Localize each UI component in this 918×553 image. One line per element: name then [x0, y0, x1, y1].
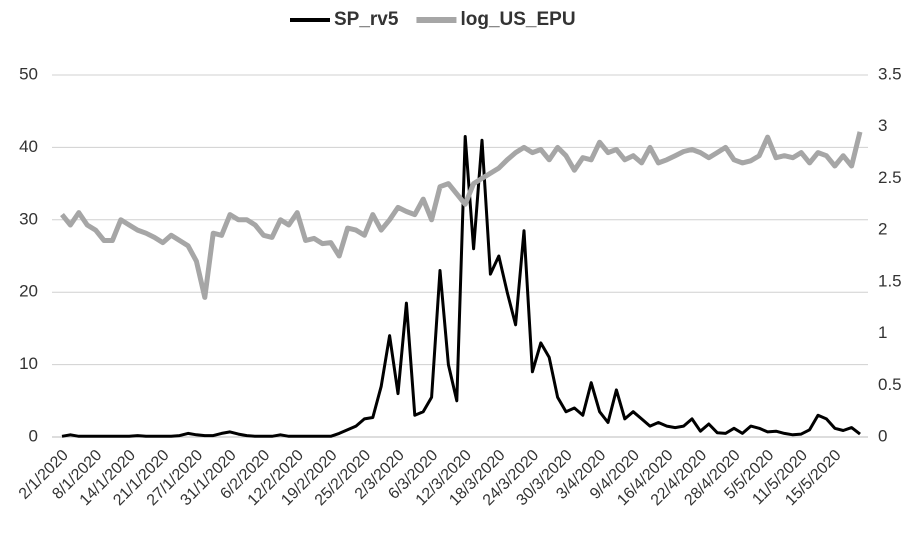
- y-tick-label: 20: [19, 282, 38, 301]
- legend-label: log_US_EPU: [460, 9, 575, 30]
- y2-tick-label: 1.5: [878, 271, 902, 290]
- y-tick-label: 10: [19, 354, 38, 373]
- y-tick-label: 40: [19, 137, 38, 156]
- series-line: [60, 131, 863, 300]
- y2-tick-label: 1: [878, 323, 887, 342]
- y2-tick-label: 0: [878, 426, 887, 445]
- y2-tick-label: 3: [878, 116, 887, 135]
- y-tick-label: 30: [19, 209, 38, 228]
- legend-label: SP_rv5: [334, 9, 399, 30]
- y2-tick-label: 2.5: [878, 168, 902, 187]
- y-tick-label: 0: [29, 426, 38, 445]
- y2-tick-label: 0.5: [878, 375, 902, 394]
- y-tick-label: 50: [19, 64, 38, 83]
- y2-tick-label: 3.5: [878, 64, 902, 83]
- y2-tick-label: 2: [878, 220, 887, 239]
- series-line: [61, 135, 861, 438]
